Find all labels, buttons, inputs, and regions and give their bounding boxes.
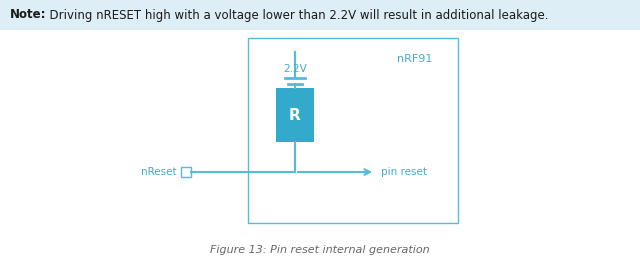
Text: nReset: nReset: [141, 167, 177, 177]
Bar: [248, 38, 458, 223]
Text: Figure 13: Pin reset internal generation: Figure 13: Pin reset internal generation: [210, 245, 430, 255]
Text: Note:: Note:: [10, 9, 47, 22]
Bar: [0, 0, 640, 30]
Text: 2.2V: 2.2V: [283, 64, 307, 74]
Text: R: R: [289, 107, 301, 122]
Text: Driving nRESET high with a voltage lower than 2.2V will result in additional lea: Driving nRESET high with a voltage lower…: [42, 9, 548, 22]
Text: nRF91: nRF91: [397, 54, 433, 64]
Bar: [276, 88, 314, 142]
Text: pin reset: pin reset: [381, 167, 427, 177]
Bar: [181, 167, 191, 177]
